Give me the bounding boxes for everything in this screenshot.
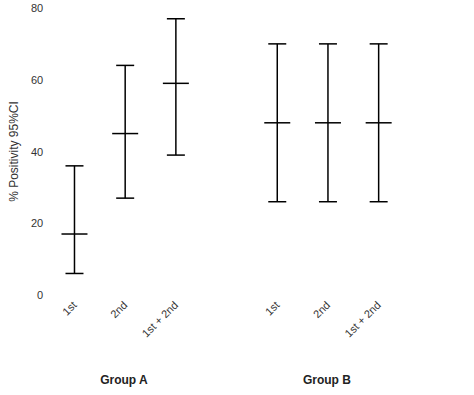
- svg-text:2nd: 2nd: [108, 299, 129, 320]
- svg-text:Group A: Group A: [100, 373, 148, 387]
- svg-text:1st + 2nd: 1st + 2nd: [342, 299, 383, 340]
- svg-text:1st + 2nd: 1st + 2nd: [139, 299, 180, 340]
- svg-text:1st: 1st: [263, 299, 282, 318]
- svg-text:% Positivity 95%CI: % Positivity 95%CI: [7, 101, 21, 202]
- svg-text:1st: 1st: [60, 299, 79, 318]
- svg-text:40: 40: [31, 146, 43, 158]
- svg-text:2nd: 2nd: [311, 299, 332, 320]
- svg-text:Group B: Group B: [303, 373, 351, 387]
- svg-text:20: 20: [31, 217, 43, 229]
- svg-text:80: 80: [31, 2, 43, 14]
- svg-text:60: 60: [31, 74, 43, 86]
- svg-text:0: 0: [37, 289, 43, 301]
